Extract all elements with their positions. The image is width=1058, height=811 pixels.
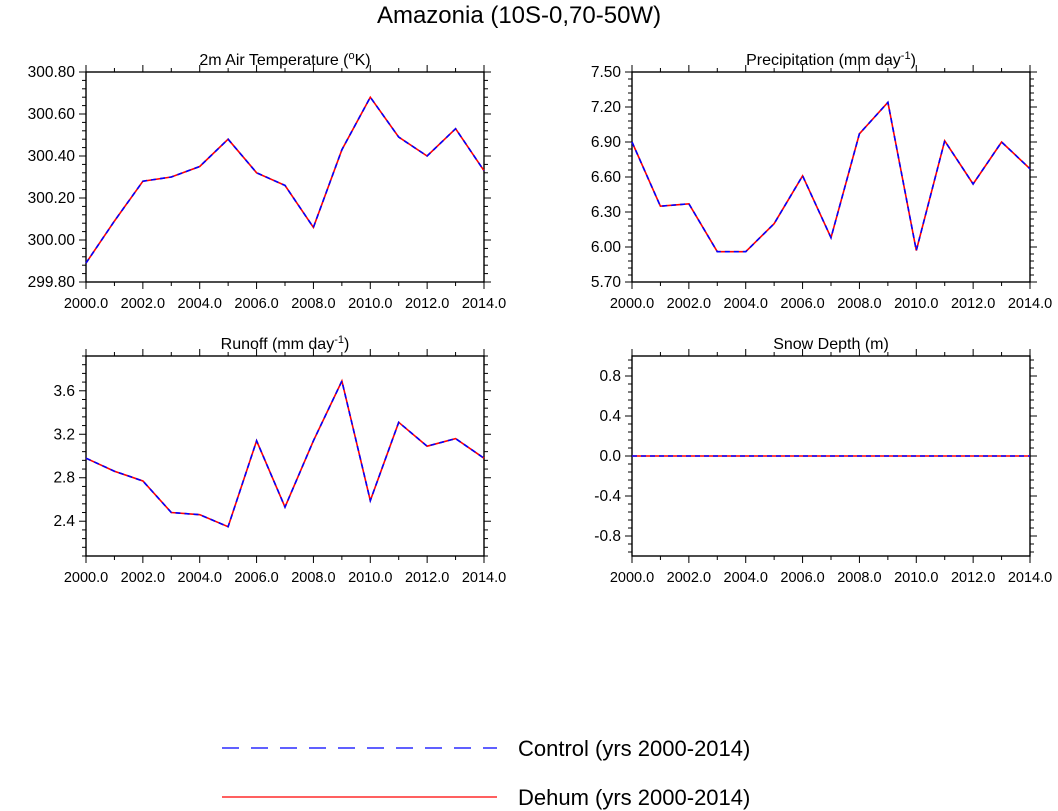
y-tick-label: 7.20 xyxy=(591,99,622,116)
series-line-control xyxy=(85,378,485,528)
y-tick-label: 5.70 xyxy=(591,274,622,291)
series-line-control xyxy=(631,100,1031,253)
x-tick-label: 2000.0 xyxy=(64,296,108,312)
x-tick-label: 2008.0 xyxy=(291,570,335,586)
y-tick-label: 2.4 xyxy=(53,513,75,530)
x-tick-label: 2006.0 xyxy=(780,296,824,312)
x-tick-label: 2004.0 xyxy=(724,296,768,312)
x-tick-label: 2000.0 xyxy=(610,296,654,312)
y-tick-label: 299.80 xyxy=(28,274,76,291)
y-tick-label: 300.80 xyxy=(28,64,76,81)
y-tick-label: 6.60 xyxy=(591,169,622,186)
y-tick-label: 0.0 xyxy=(599,448,621,465)
y-tick-label: 300.20 xyxy=(28,190,76,207)
chart-title: Precipitation (mm day-1) xyxy=(746,50,916,69)
x-tick-label: 2014.0 xyxy=(1008,296,1052,312)
y-tick-label: 6.00 xyxy=(591,239,622,256)
x-tick-label: 2002.0 xyxy=(121,296,165,312)
x-tick-label: 2002.0 xyxy=(667,570,711,586)
chart-title-sup: -1 xyxy=(334,334,344,346)
chart-title: Runoff (mm day-1) xyxy=(221,334,350,353)
x-tick-label: 2014.0 xyxy=(462,570,506,586)
chart-title-sup: -1 xyxy=(901,50,911,62)
x-tick-label: 2012.0 xyxy=(405,296,449,312)
chart-title-after: ) xyxy=(911,52,916,69)
x-tick-label: 2008.0 xyxy=(837,296,881,312)
x-tick-label: 2004.0 xyxy=(724,570,768,586)
chart-panel: Runoff (mm day-1) 2000.0 2002.0 2004.0 2006.… xyxy=(53,334,506,586)
x-tick-label: 2000.0 xyxy=(610,570,654,586)
chart-title: 2m Air Temperature (oK) xyxy=(199,50,370,69)
series-line-control xyxy=(85,95,485,264)
y-tick-label: 0.4 xyxy=(599,408,621,425)
x-tick-label: 2000.0 xyxy=(64,570,108,586)
legend-control-label: Control (yrs 2000-2014) xyxy=(518,736,750,761)
x-tick-label: 2014.0 xyxy=(462,296,506,312)
x-tick-label: 2012.0 xyxy=(405,570,449,586)
x-tick-label: 2002.0 xyxy=(667,296,711,312)
x-tick-label: 2010.0 xyxy=(348,570,392,586)
x-tick-label: 2006.0 xyxy=(780,570,824,586)
y-tick-label: 0.8 xyxy=(599,368,621,385)
y-tick-label: -0.8 xyxy=(594,528,621,545)
chart-panel: 2m Air Temperature (oK) 2000.0 2002.0 2004.… xyxy=(28,50,507,312)
chart-title-after: K) xyxy=(355,52,371,69)
panels: 2m Air Temperature (oK) 2000.0 2002.0 2004.… xyxy=(28,50,1053,586)
y-tick-label: 3.6 xyxy=(53,383,75,400)
x-tick-label: 2008.0 xyxy=(837,570,881,586)
figure-title: Amazonia (10S-0,70-50W) xyxy=(377,2,661,29)
x-tick-label: 2006.0 xyxy=(234,296,278,312)
x-tick-label: 2010.0 xyxy=(894,570,938,586)
legend-dehum-label: Dehum (yrs 2000-2014) xyxy=(518,785,750,810)
chart-panel: Snow Depth (m) 2000.0 2002.0 2004.0 2006.0 20… xyxy=(594,336,1052,586)
chart-title-main: Runoff (mm day xyxy=(221,336,335,353)
y-tick-label: 6.30 xyxy=(591,204,622,221)
x-tick-label: 2014.0 xyxy=(1008,570,1052,586)
chart-title-main: Precipitation (mm day xyxy=(746,52,901,69)
y-tick-label: 2.8 xyxy=(53,470,75,487)
y-tick-label: 300.40 xyxy=(28,148,76,165)
y-tick-label: 6.90 xyxy=(591,134,622,151)
x-tick-label: 2012.0 xyxy=(951,296,995,312)
y-tick-label: 300.00 xyxy=(28,232,76,249)
y-tick-label: 300.60 xyxy=(28,106,76,123)
x-tick-label: 2008.0 xyxy=(291,296,335,312)
chart-panel: Precipitation (mm day-1) 2000.0 2002.0 2004… xyxy=(591,50,1052,312)
chart-title-sup: o xyxy=(348,50,354,62)
x-tick-label: 2006.0 xyxy=(234,570,278,586)
x-tick-label: 2012.0 xyxy=(951,570,995,586)
y-tick-label: 7.50 xyxy=(591,64,622,81)
x-tick-label: 2004.0 xyxy=(178,296,222,312)
x-tick-label: 2010.0 xyxy=(348,296,392,312)
y-tick-label: 3.2 xyxy=(53,426,75,443)
chart-title-main: Snow Depth (m) xyxy=(773,336,889,353)
chart-title-after: ) xyxy=(344,336,349,353)
x-tick-label: 2004.0 xyxy=(178,570,222,586)
y-tick-label: -0.4 xyxy=(594,488,621,505)
x-tick-label: 2010.0 xyxy=(894,296,938,312)
x-tick-label: 2002.0 xyxy=(121,570,165,586)
chart-title: Snow Depth (m) xyxy=(773,336,889,353)
chart-title-main: 2m Air Temperature ( xyxy=(199,52,349,69)
